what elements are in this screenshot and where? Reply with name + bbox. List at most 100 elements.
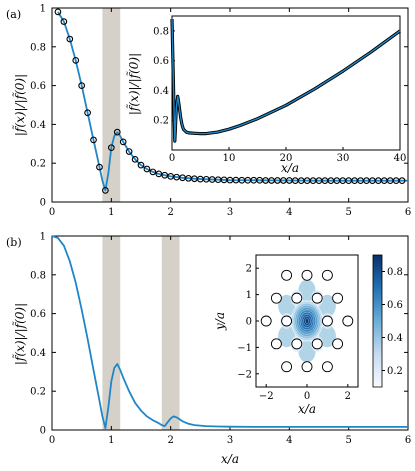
lattice-site — [311, 292, 323, 304]
data-point — [137, 161, 145, 169]
data-point — [72, 57, 80, 64]
inset-x-tick-label: 30 — [337, 153, 350, 164]
inset-y-tick-label: 0.4 — [153, 86, 169, 97]
inset-x-tick-label: 40 — [394, 153, 407, 164]
lattice-site — [281, 269, 293, 281]
x-tick-label: 2 — [167, 435, 173, 446]
x-tick-label: 4 — [286, 207, 292, 218]
panel-label: (a) — [6, 8, 21, 21]
shaded-band — [161, 236, 180, 430]
panel-label: (b) — [6, 236, 22, 249]
x-tick-label: 1 — [108, 435, 114, 446]
y-tick-label: 0.8 — [30, 42, 46, 53]
heatmap-y-tick-label: 0 — [246, 317, 252, 328]
colorbar — [372, 254, 383, 388]
data-curve — [57, 11, 408, 192]
y-tick-label: 0 — [40, 426, 46, 437]
x-tick-label: 4 — [286, 435, 292, 446]
data-point — [131, 155, 139, 163]
x-tick-label: 6 — [405, 435, 411, 446]
axis-ticks: 0 1 2 3 4 5 6 0 0.2 0.4 0.6 0.8 1 — [30, 232, 411, 447]
x-tick-label: 1 — [108, 207, 114, 218]
lattice-site — [332, 292, 344, 304]
contour-line — [303, 316, 311, 326]
data-point — [398, 177, 406, 185]
x-tick-label: 2 — [167, 207, 173, 218]
lattice-site — [291, 292, 303, 304]
panel-b: 0 1 2 3 4 5 6 0 0.2 0.4 0.6 0.8 1 (b) |f̃(x)|/|f̃(0)… — [6, 232, 411, 467]
inset-x-tick-label: 10 — [223, 153, 236, 164]
shaded-bands — [102, 236, 180, 430]
contour-line — [292, 302, 322, 340]
contour-line — [298, 309, 316, 333]
x-tick-label: 6 — [405, 207, 411, 218]
inset-y-axis-label: |f̃(x)|/|f̃(0)| — [125, 53, 141, 115]
shaded-bands — [102, 8, 121, 202]
lattice-site — [332, 338, 344, 350]
contour-line — [294, 305, 320, 337]
heatmap-y-tick-label: −1 — [237, 343, 252, 354]
heatmap-x-axis-label: x/a — [298, 402, 316, 416]
y-tick-label: 0.8 — [30, 270, 46, 281]
x-tick-label: 0 — [49, 435, 55, 446]
y-tick-label: 0 — [40, 198, 46, 209]
contour-line — [301, 314, 313, 328]
lattice-site — [301, 361, 313, 373]
inset-y-tick-label: 0.8 — [153, 26, 169, 37]
lattice-site — [281, 315, 293, 327]
inset-curve — [170, 18, 401, 143]
data-point — [60, 18, 68, 25]
colorbar-tick-label: 0.4 — [387, 333, 403, 344]
lattice-markers — [260, 269, 354, 373]
data-point — [54, 8, 62, 16]
data-point — [96, 163, 103, 171]
inset-x-tick-label: 0 — [169, 153, 175, 164]
shaded-band — [102, 236, 121, 430]
data-point — [84, 109, 91, 117]
data-point — [119, 138, 127, 146]
y-axis-label: |f̃(x)|/|f̃(0)| — [11, 74, 27, 136]
panel-a: 0 1 2 3 4 5 6 0 0.2 0.4 0.6 0.8 1 (a) |f̃(x)|/|f̃(0)… — [6, 4, 411, 219]
colorbar-tick-label: 0.6 — [387, 300, 403, 311]
x-tick-label: 0 — [49, 207, 55, 218]
inset-heatmap: −2 0 2 −2 −1 0 1 2 x/a y/a 0.2 0.4 0.6 0.8 — [213, 254, 403, 416]
y-tick-label: 0.4 — [30, 348, 46, 359]
inset-x-axis-label: x/a — [281, 161, 299, 175]
data-curve — [51, 235, 408, 430]
colorbar-ticks: 0.2 0.4 0.6 0.8 — [382, 267, 403, 377]
heatmap-x-tick-label: −2 — [259, 391, 274, 402]
lattice-site — [321, 269, 333, 281]
data-point — [125, 148, 133, 155]
shaded-band — [102, 8, 121, 202]
lattice-site — [270, 338, 282, 350]
contour-line — [296, 307, 318, 335]
lattice-site — [260, 315, 272, 327]
lattice-site — [321, 315, 333, 327]
y-tick-label: 0.2 — [30, 387, 46, 398]
series-line — [57, 11, 408, 192]
heatmap-axis-ticks: −2 0 2 −2 −1 0 1 2 — [237, 264, 351, 402]
data-point — [90, 136, 97, 144]
y-tick-label: 0.6 — [30, 81, 46, 92]
heatmap-x-tick-label: 0 — [304, 391, 310, 402]
inset-plot: 0 10 20 30 40 0.2 0.4 0.6 0.8 x/a |f̃(x)|/|f̃(0)… — [125, 12, 406, 175]
data-point — [113, 128, 121, 136]
y-tick-label: 1 — [40, 4, 46, 15]
x-tick-label: 5 — [345, 435, 351, 446]
data-point — [107, 144, 115, 152]
lattice-site — [301, 269, 313, 281]
heatmap-y-tick-label: 2 — [246, 264, 252, 275]
x-tick-label: 5 — [345, 207, 351, 218]
inset-x-tick-label: 20 — [280, 153, 293, 164]
colorbar-tick-label: 0.8 — [387, 267, 403, 278]
lattice-site — [291, 338, 303, 350]
y-tick-label: 0.6 — [30, 309, 46, 320]
lattice-site — [270, 292, 282, 304]
series-line — [51, 235, 408, 430]
data-point — [155, 170, 163, 178]
colorbar-tick-label: 0.2 — [387, 366, 403, 377]
lattice-site — [311, 338, 323, 350]
data-markers — [54, 8, 406, 194]
inset-background — [160, 12, 404, 157]
y-axis-label: |f̃(x)|/|f̃(0)| — [11, 303, 27, 365]
